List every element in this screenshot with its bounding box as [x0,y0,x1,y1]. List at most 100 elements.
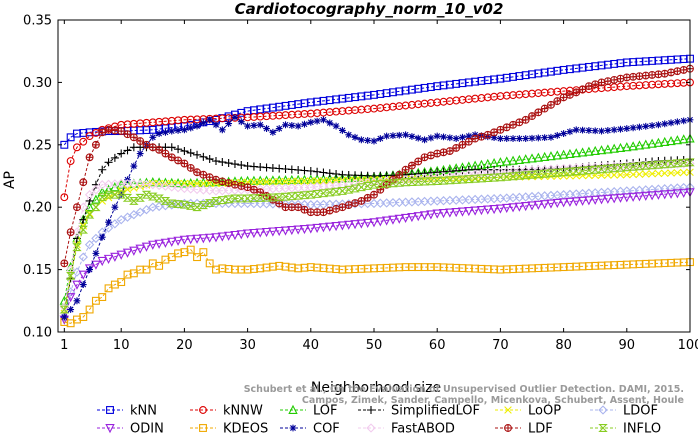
legend-marker [106,406,114,414]
data-point-odin [204,233,215,243]
data-point-simplifiedlof [117,149,126,158]
data-point-cof [60,313,68,321]
legend-label: ODIN [130,422,164,434]
data-point-ldf [547,100,555,109]
x-tick-label: 50 [366,338,383,353]
data-point-simplifiedlof [224,159,233,168]
series-line-fastabod [63,163,691,308]
data-point-odin [552,198,562,209]
data-point-ldf [572,88,581,97]
data-point-inflo [476,174,487,183]
data-point-loop [294,177,302,186]
data-point-lof [660,136,670,147]
data-point-cof [130,162,138,170]
data-point-fastabod [141,179,152,190]
data-point-odin [634,192,645,202]
data-point-ldf [654,70,663,79]
series-odin [59,188,695,325]
data-point-odin [78,270,88,280]
data-point-odin [318,223,329,233]
x-tick-label: 80 [555,338,572,353]
data-point-knnw [85,132,94,141]
data-point-inflo [381,179,392,188]
data-point-ldf [123,130,132,139]
data-point-inflo [261,193,272,202]
data-point-inflo [558,168,569,177]
data-point-lof [565,148,575,158]
data-point-ldf [319,208,328,217]
data-point-odin [173,236,183,246]
data-point-odin [470,206,480,216]
data-point-inflo [622,163,632,172]
data-point-odin [375,217,386,227]
data-point-ldof [388,198,398,208]
data-point-loop [319,176,328,185]
legend-marker [105,424,115,434]
data-point-ldof [141,205,152,215]
data-point-odin [356,219,367,229]
data-point-odin [293,225,303,235]
data-point-ldof [470,194,480,205]
data-point-cof [680,117,688,125]
data-point-ldof [116,215,126,225]
data-point-odin [590,195,600,205]
data-point-lof [110,182,120,192]
data-point-cof [490,134,498,142]
data-point-odin [457,207,468,217]
data-point-lof [571,148,581,158]
data-point-ldf [471,134,480,143]
data-point-loop [635,170,644,179]
data-point-ldf [641,71,650,80]
data-point-inflo [255,194,265,202]
data-point-ldof [84,239,95,250]
data-point-ldof [110,219,120,229]
y-tick-label: 0.15 [23,263,52,278]
data-point-simplifiedlof [174,145,183,154]
y-tick-label: 0.30 [23,76,52,91]
data-point-cof [376,135,384,142]
data-point-odin [135,244,145,254]
data-point-inflo [552,168,563,177]
data-point-inflo [362,182,373,190]
x-tick-label: 1 [60,338,68,353]
data-point-simplifiedlof [110,153,119,162]
data-point-inflo [666,159,676,168]
data-point-lof [502,156,512,166]
data-point-ldof [135,207,145,217]
data-point-ldof [476,194,487,204]
data-point-cof [421,136,428,144]
data-point-odin [331,221,341,232]
data-point-cof [560,130,567,137]
data-point-cof [231,113,239,121]
data-point-odin [186,235,196,245]
data-point-cof [528,134,536,142]
data-point-loop [123,185,132,194]
data-point-cof [339,127,346,134]
data-point-cof [673,118,681,126]
data-point-cof [275,125,283,132]
data-point-lof [186,178,196,188]
data-point-cof [566,128,574,136]
data-point-fastabod [205,185,215,196]
legend-marker [288,404,298,414]
data-point-loop [281,177,290,186]
legend: kNN kNNW LOF SimplifiedLOF LoOP LDOF ODIN KDEOS… [97,404,661,434]
data-point-inflo [470,174,480,183]
data-point-odin [148,240,158,250]
data-point-inflo [672,159,683,168]
data-point-ldf [237,182,246,190]
data-point-inflo [647,161,657,170]
data-point-cof [86,266,93,273]
data-point-odin [129,246,139,256]
legend-item-inflo: INFLO [590,422,661,434]
data-point-ldf [414,157,423,166]
data-point-simplifiedlof [104,158,113,167]
data-point-cof [497,135,504,142]
data-point-lof [634,140,645,150]
data-point-inflo [596,165,607,174]
data-point-cof [579,126,586,134]
data-point-ldof [91,233,101,244]
data-point-lof [520,154,531,164]
y-axis-title: AP [2,171,18,189]
data-point-odin [622,193,632,203]
